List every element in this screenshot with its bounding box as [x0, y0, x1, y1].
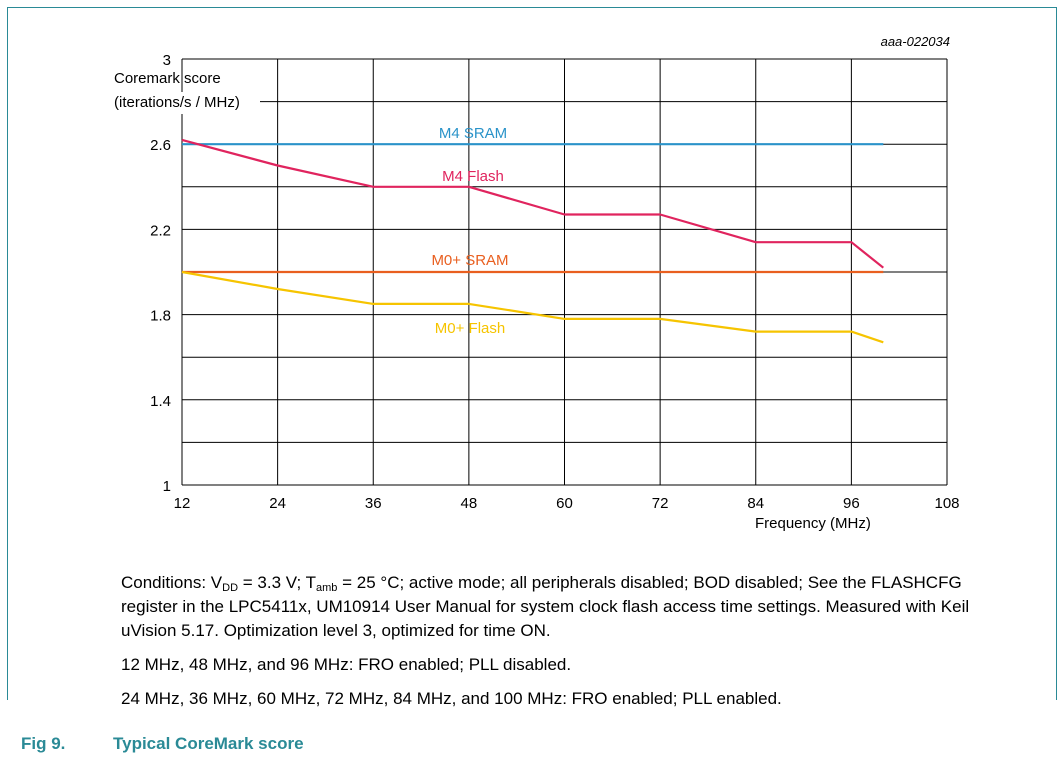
series-label: M0+ SRAM: [431, 252, 508, 269]
chart-notes: Conditions: VDD = 3.3 V; Tamb = 25 °C; a…: [121, 571, 1001, 721]
series-label: M0+ Flash: [435, 320, 505, 337]
fro-pll-disabled-note: 12 MHz, 48 MHz, and 96 MHz: FRO enabled;…: [121, 655, 572, 674]
figure-frame: [7, 7, 1057, 730]
x-tick-label: 12: [174, 495, 191, 512]
conditions-note: Conditions: VDD = 3.3 V; Tamb = 25 °C; a…: [121, 573, 970, 640]
series-label: M4 Flash: [442, 168, 504, 185]
y-tick-label: 1.4: [150, 393, 171, 410]
y-tick-label: 3: [163, 52, 171, 69]
series-line-m4-flash: [181, 138, 884, 269]
fro-pll-enabled-note: 24 MHz, 36 MHz, 60 MHz, 72 MHz, 84 MHz, …: [121, 689, 782, 708]
figure-number: Fig 9.: [21, 734, 66, 753]
y-tick-label: 2.6: [150, 137, 171, 154]
y-axis-label-line1: Coremark score: [114, 70, 221, 87]
coremark-chart: M4 SRAM M4 Flash M0+ SRAM M0+ Flash 12 24 36 4…: [112, 34, 960, 532]
x-tick-label: 84: [747, 495, 764, 512]
chart-id-label: aaa-022034: [881, 34, 950, 49]
x-tick-label: 60: [556, 495, 573, 512]
y-tick-label: 1.8: [150, 308, 171, 325]
x-tick-label: 36: [365, 495, 382, 512]
x-tick-label: 72: [652, 495, 669, 512]
ylabel-backdrop: [112, 92, 260, 114]
frame-cover: [0, 700, 1061, 762]
chart-grid: [112, 58, 948, 532]
x-axis-label: Frequency (MHz): [755, 515, 871, 532]
series-line-m0-flash: [181, 270, 884, 344]
figure-caption: Fig 9. Typical CoreMark score: [21, 734, 304, 754]
series-labels: M4 SRAM M4 Flash M0+ SRAM M0+ Flash: [431, 125, 508, 337]
xlabel-backdrop: [752, 512, 898, 532]
y-axis-label-line2: (iterations/s / MHz): [114, 94, 240, 111]
chart-series: [181, 138, 884, 344]
series-label: M4 SRAM: [439, 125, 507, 142]
axis-ticks: 12 24 36 48 60 72 84 96 108 1 1.4 1.8 2.2 2.6 3: [150, 52, 959, 512]
x-tick-label: 96: [843, 495, 860, 512]
x-tick-label: 108: [934, 495, 959, 512]
x-tick-label: 24: [269, 495, 286, 512]
figure-title: Typical CoreMark score: [113, 734, 304, 753]
x-tick-label: 48: [461, 495, 478, 512]
y-tick-label: 2.2: [150, 222, 171, 239]
y-tick-label: 1: [163, 478, 171, 495]
